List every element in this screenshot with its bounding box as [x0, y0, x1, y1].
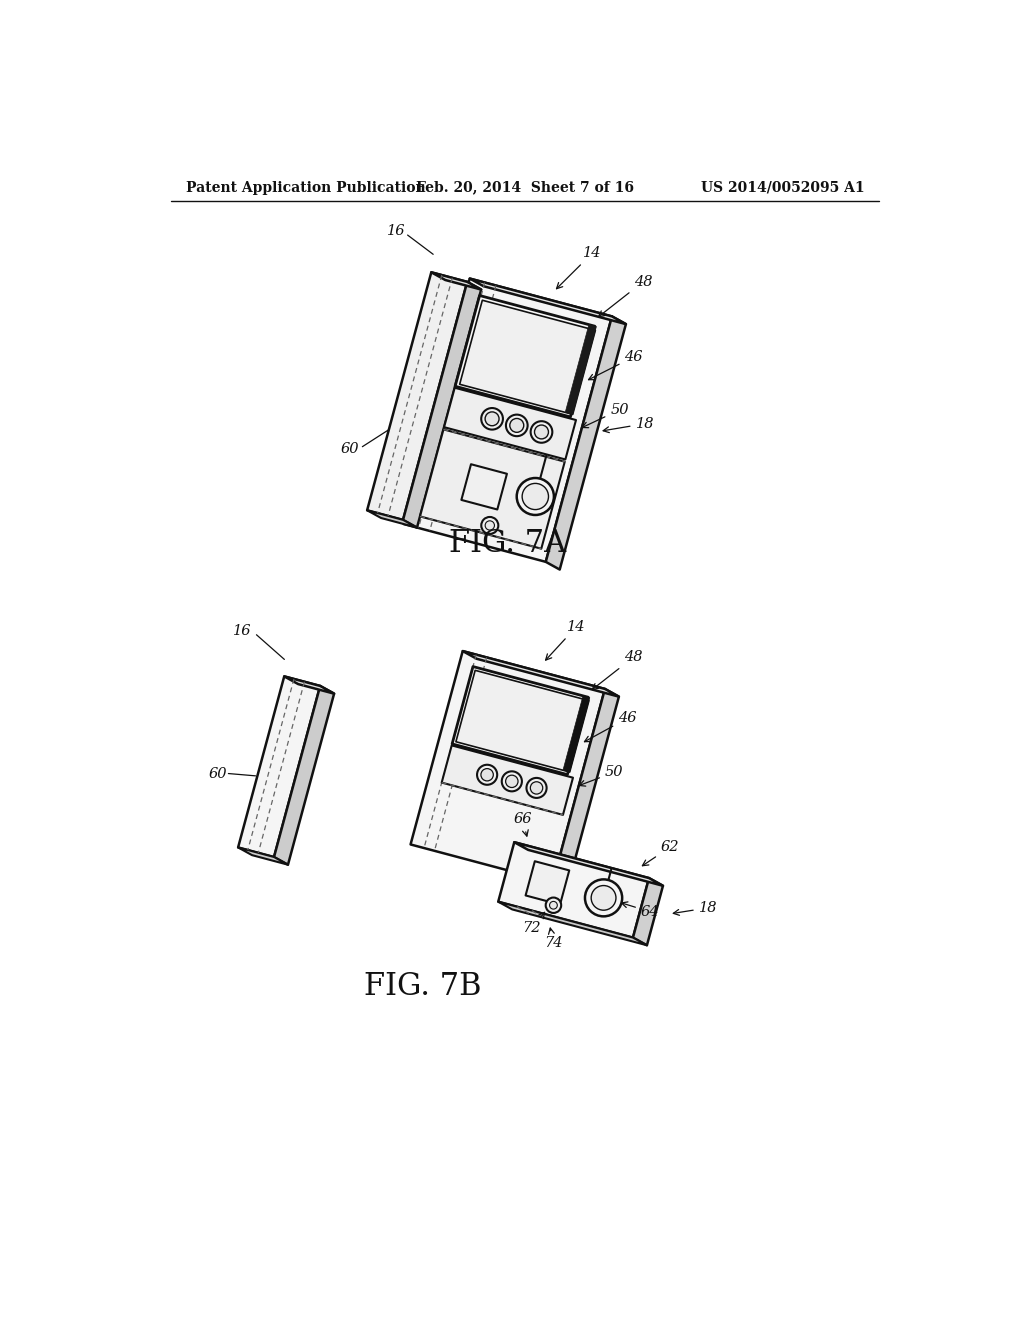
Text: 64: 64: [622, 902, 659, 919]
Text: 48: 48: [592, 651, 642, 689]
Polygon shape: [420, 429, 565, 549]
Circle shape: [485, 521, 495, 531]
Text: 60: 60: [341, 442, 359, 455]
Polygon shape: [565, 325, 596, 414]
Circle shape: [530, 421, 552, 442]
Text: 60: 60: [209, 767, 227, 780]
Polygon shape: [563, 696, 590, 772]
Text: 14: 14: [556, 246, 601, 289]
Polygon shape: [470, 279, 626, 325]
Polygon shape: [368, 272, 467, 520]
Circle shape: [485, 412, 499, 426]
Polygon shape: [460, 300, 595, 414]
Polygon shape: [368, 511, 417, 528]
Polygon shape: [553, 689, 618, 890]
Polygon shape: [499, 842, 649, 937]
Text: Feb. 20, 2014  Sheet 7 of 16: Feb. 20, 2014 Sheet 7 of 16: [416, 181, 634, 194]
Text: FIG. 7A: FIG. 7A: [450, 528, 566, 558]
Text: 50: 50: [582, 403, 629, 428]
Polygon shape: [463, 651, 618, 697]
Polygon shape: [441, 746, 573, 814]
Text: US 2014/0052095 A1: US 2014/0052095 A1: [700, 181, 864, 194]
Polygon shape: [514, 842, 663, 886]
Text: FIG. 7B: FIG. 7B: [364, 970, 481, 1002]
Text: Patent Application Publication: Patent Application Publication: [186, 181, 426, 194]
Circle shape: [481, 768, 494, 781]
Circle shape: [517, 478, 554, 515]
Text: 74: 74: [544, 928, 562, 950]
Polygon shape: [239, 676, 321, 857]
Text: 72: 72: [522, 912, 545, 936]
Circle shape: [535, 425, 549, 440]
Circle shape: [550, 902, 557, 909]
Polygon shape: [239, 847, 288, 865]
Polygon shape: [525, 861, 569, 904]
Text: 46: 46: [589, 350, 643, 380]
Text: 66: 66: [513, 812, 531, 836]
Text: 50: 50: [580, 766, 624, 787]
Polygon shape: [403, 279, 612, 562]
Text: 14: 14: [546, 620, 586, 660]
Polygon shape: [444, 388, 575, 459]
Polygon shape: [411, 651, 605, 882]
Circle shape: [506, 775, 518, 788]
Circle shape: [530, 781, 543, 795]
Circle shape: [506, 414, 527, 436]
Polygon shape: [546, 317, 626, 569]
Circle shape: [526, 777, 547, 797]
Polygon shape: [453, 667, 588, 775]
Polygon shape: [285, 676, 334, 693]
Circle shape: [522, 483, 549, 510]
Text: 62: 62: [642, 841, 679, 866]
Polygon shape: [462, 465, 507, 510]
Circle shape: [591, 886, 616, 911]
Polygon shape: [633, 878, 663, 945]
Polygon shape: [431, 272, 481, 289]
Polygon shape: [274, 686, 334, 865]
Circle shape: [481, 408, 503, 429]
Text: 18: 18: [674, 900, 717, 915]
Polygon shape: [499, 902, 647, 945]
Polygon shape: [403, 282, 481, 528]
Circle shape: [585, 879, 623, 916]
Text: 16: 16: [233, 624, 252, 638]
Circle shape: [481, 517, 499, 533]
Text: 46: 46: [585, 711, 637, 742]
Text: 18: 18: [603, 417, 654, 433]
Circle shape: [502, 771, 522, 792]
Text: 48: 48: [598, 275, 652, 317]
Circle shape: [546, 898, 561, 913]
Circle shape: [477, 764, 498, 785]
Polygon shape: [455, 296, 595, 417]
Text: 16: 16: [387, 224, 406, 238]
Circle shape: [510, 418, 523, 433]
Polygon shape: [456, 671, 589, 772]
